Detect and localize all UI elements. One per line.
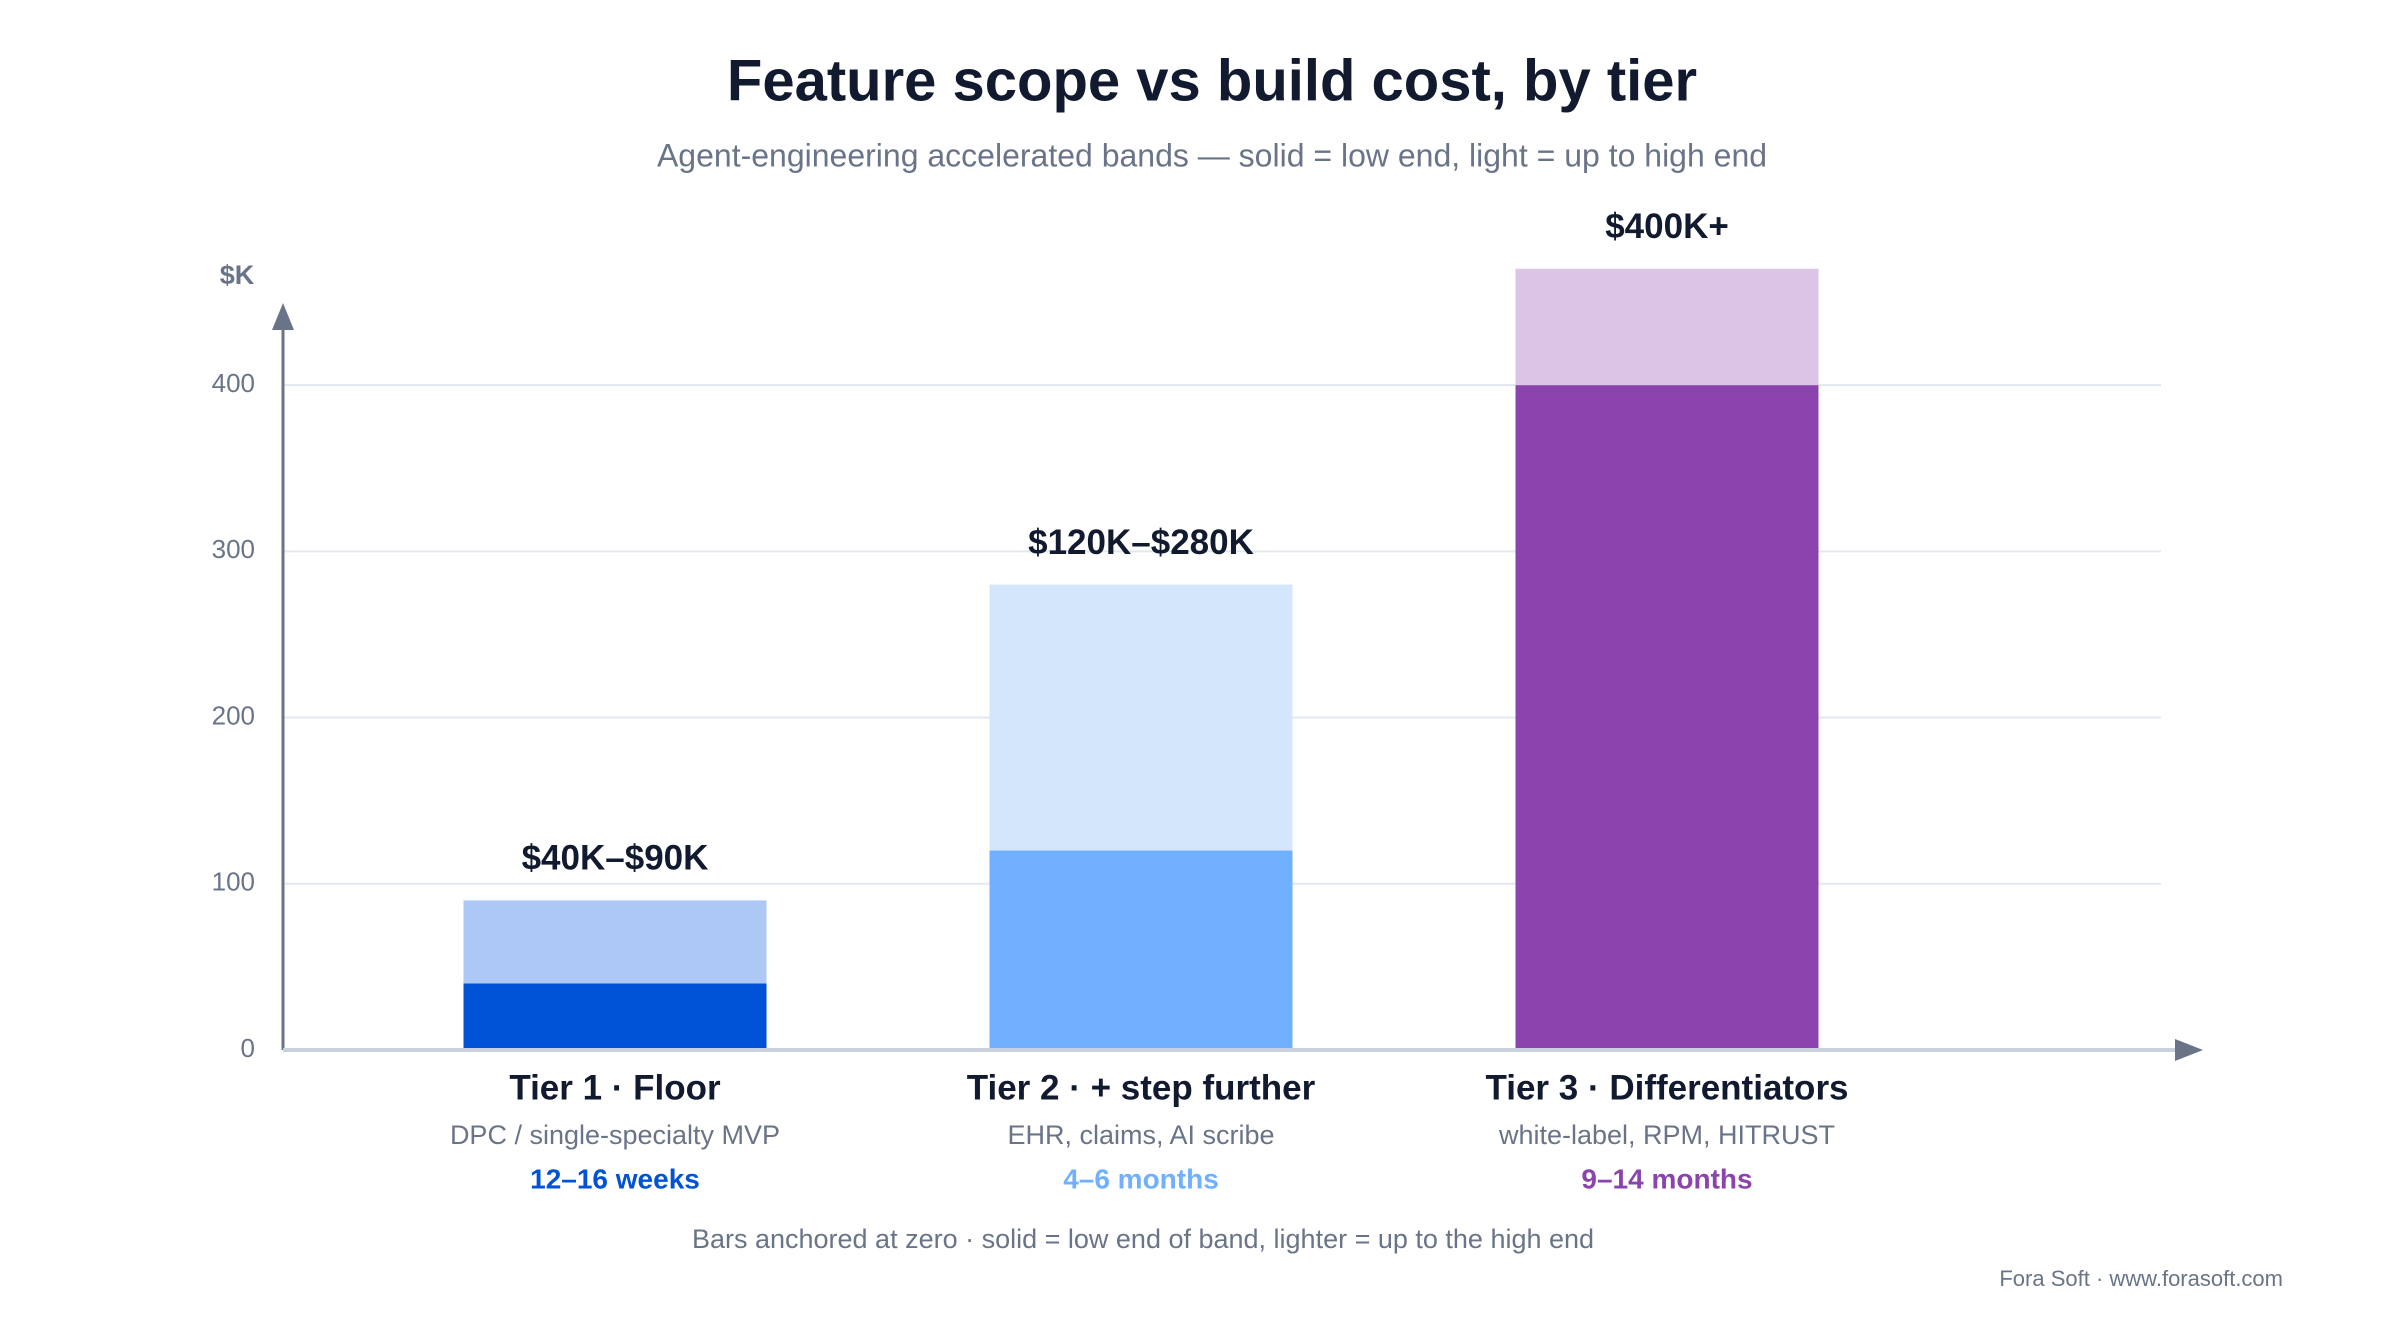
category-detail: DPC / single-specialty MVP — [450, 1120, 780, 1150]
duration: 12–16 weeks — [530, 1163, 700, 1194]
category-label: Tier 1 · Floor — [509, 1068, 721, 1107]
y-tick-label: 100 — [212, 867, 255, 897]
bar-segment — [1515, 268, 1819, 386]
x-axis-arrow — [2175, 1039, 2203, 1061]
bar-segment — [989, 850, 1293, 1050]
bar-segment — [989, 584, 1293, 851]
category-detail: white-label, RPM, HITRUST — [1498, 1120, 1835, 1150]
chart-subtitle: Agent-engineering accelerated bands — so… — [657, 137, 1767, 173]
y-tick-label: 0 — [241, 1033, 255, 1063]
footnote: Bars anchored at zero · solid = low end … — [692, 1224, 1594, 1254]
category-label: Tier 3 · Differentiators — [1485, 1068, 1848, 1107]
bar-label: $400K+ — [1605, 207, 1729, 246]
credit: Fora Soft · www.forasoft.com — [1999, 1266, 2283, 1291]
y-axis-arrow — [272, 303, 294, 330]
category-label: Tier 2 · + step further — [967, 1068, 1316, 1107]
bar-segment — [1515, 385, 1819, 1051]
y-axis-label: $K — [220, 260, 255, 290]
y-tick-label: 400 — [212, 368, 255, 398]
category-detail: EHR, claims, AI scribe — [1007, 1120, 1274, 1150]
y-tick-label: 200 — [212, 700, 255, 730]
duration: 9–14 months — [1581, 1163, 1752, 1194]
bar-segment — [463, 900, 767, 984]
bar-label: $40K–$90K — [522, 839, 709, 878]
duration: 4–6 months — [1063, 1163, 1219, 1194]
y-tick-label: 300 — [212, 534, 255, 564]
bar-label: $120K–$280K — [1028, 523, 1254, 562]
chart-title: Feature scope vs build cost, by tier — [727, 48, 1697, 113]
bar-segment — [463, 983, 767, 1050]
